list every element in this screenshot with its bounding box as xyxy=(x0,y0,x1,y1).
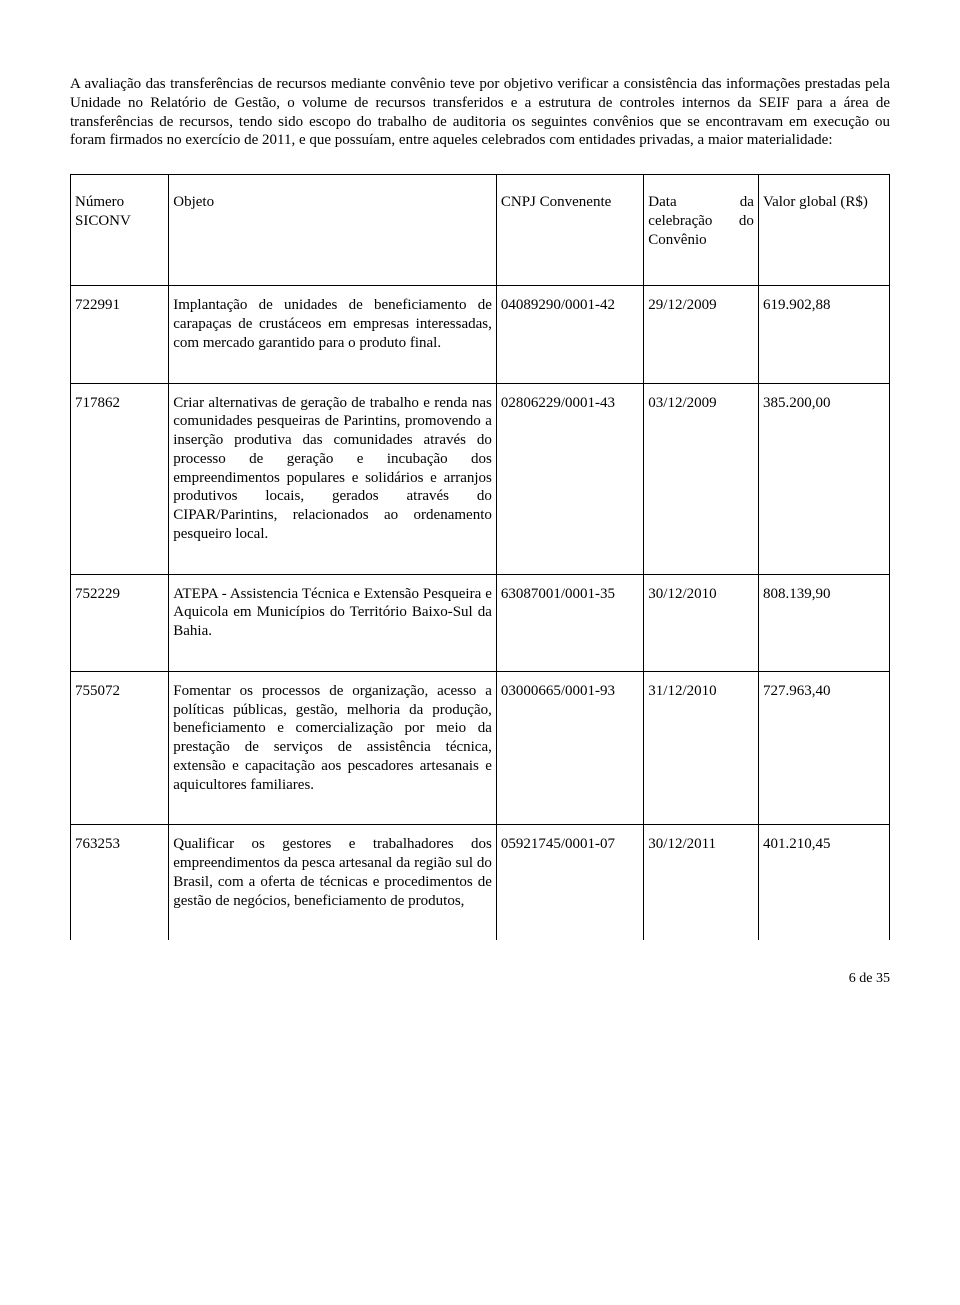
cell-data: 29/12/2009 xyxy=(644,286,759,383)
cell-objeto: Implantação de unidades de beneficiament… xyxy=(169,286,497,383)
table-row: 722991 Implantação de unidades de benefi… xyxy=(71,286,890,383)
table-row: 755072 Fomentar os processos de organiza… xyxy=(71,671,890,825)
header-data: Data da celebração do Convênio xyxy=(644,175,759,286)
header-numero: Número SICONV xyxy=(71,175,169,286)
cell-data: 31/12/2010 xyxy=(644,671,759,825)
cell-cnpj: 02806229/0001-43 xyxy=(496,383,643,574)
cell-valor: 385.200,00 xyxy=(758,383,889,574)
table-row: 763253 Qualificar os gestores e trabalha… xyxy=(71,825,890,941)
cell-objeto: ATEPA - Assistencia Técnica e Extensão P… xyxy=(169,574,497,671)
cell-data: 30/12/2010 xyxy=(644,574,759,671)
cell-valor: 401.210,45 xyxy=(758,825,889,941)
header-objeto: Objeto xyxy=(169,175,497,286)
cell-objeto: Criar alternativas de geração de trabalh… xyxy=(169,383,497,574)
cell-valor: 808.139,90 xyxy=(758,574,889,671)
cell-numero: 763253 xyxy=(71,825,169,941)
cell-data: 30/12/2011 xyxy=(644,825,759,941)
cell-numero: 722991 xyxy=(71,286,169,383)
table-row: 752229 ATEPA - Assistencia Técnica e Ext… xyxy=(71,574,890,671)
cell-data: 03/12/2009 xyxy=(644,383,759,574)
cell-numero: 755072 xyxy=(71,671,169,825)
cell-objeto: Fomentar os processos de organização, ac… xyxy=(169,671,497,825)
cell-valor: 619.902,88 xyxy=(758,286,889,383)
cell-cnpj: 03000665/0001-93 xyxy=(496,671,643,825)
cell-cnpj: 05921745/0001-07 xyxy=(496,825,643,941)
cell-numero: 717862 xyxy=(71,383,169,574)
cell-cnpj: 63087001/0001-35 xyxy=(496,574,643,671)
intro-paragraph: A avaliação das transferências de recurs… xyxy=(70,75,890,150)
cell-numero: 752229 xyxy=(71,574,169,671)
page-number: 6 de 35 xyxy=(70,970,890,988)
table-row: 717862 Criar alternativas de geração de … xyxy=(71,383,890,574)
convenios-table: Número SICONV Objeto CNPJ Convenente Dat… xyxy=(70,174,890,940)
header-cnpj: CNPJ Convenente xyxy=(496,175,643,286)
cell-objeto: Qualificar os gestores e trabalhadores d… xyxy=(169,825,497,941)
cell-cnpj: 04089290/0001-42 xyxy=(496,286,643,383)
header-valor: Valor global (R$) xyxy=(758,175,889,286)
table-header-row: Número SICONV Objeto CNPJ Convenente Dat… xyxy=(71,175,890,286)
cell-valor: 727.963,40 xyxy=(758,671,889,825)
